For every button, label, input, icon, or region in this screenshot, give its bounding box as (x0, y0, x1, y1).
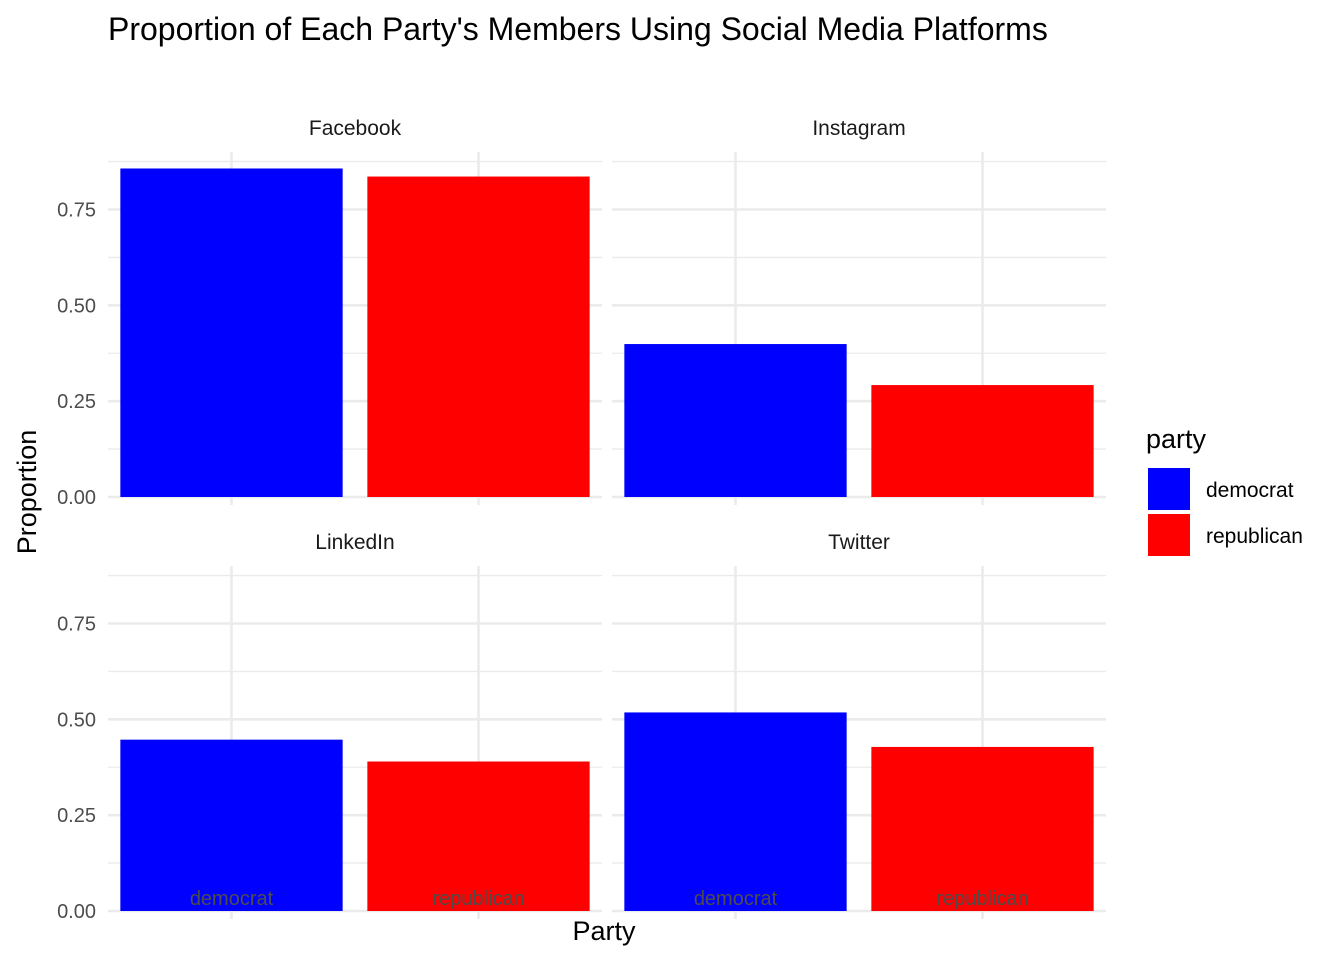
legend: party democrat republican (1146, 424, 1303, 556)
bar-instagram-democrat (624, 344, 847, 497)
legend-key-democrat (1148, 468, 1190, 510)
legend-key-republican (1148, 514, 1190, 556)
bar-twitter-republican (871, 746, 1094, 911)
x-tick-label: republican (936, 888, 1028, 910)
facet-panel-linkedin: LinkedIn 0.00 0.25 0.50 0.75 democrat republic… (57, 531, 602, 923)
facet-panels: Facebook 0.00 0.25 0.50 0.75 Instagram LinkedI… (57, 117, 1106, 923)
bar-facebook-democrat (120, 168, 343, 497)
legend-title: party (1146, 424, 1207, 454)
y-tick-label: 0.25 (57, 391, 96, 413)
legend-label-republican: republican (1206, 525, 1303, 548)
y-tick-label: 0.75 (57, 200, 96, 222)
y-tick-label: 0.00 (57, 901, 96, 923)
x-tick-label: republican (432, 888, 524, 910)
x-axis-title: Party (572, 916, 636, 946)
y-tick-label: 0.75 (57, 614, 96, 636)
y-tick-label: 0.00 (57, 487, 96, 509)
facet-label: Twitter (828, 531, 890, 554)
bar-linkedin-republican (367, 761, 590, 911)
facet-panel-facebook: Facebook 0.00 0.25 0.50 0.75 (57, 117, 602, 509)
bar-instagram-republican (871, 385, 1094, 497)
facet-panel-twitter: Twitter democrat republican (612, 531, 1106, 919)
y-axis-title: Proportion (12, 430, 42, 555)
bar-twitter-democrat (624, 712, 847, 911)
y-tick-label: 0.50 (57, 709, 96, 731)
chart-title: Proportion of Each Party's Members Using… (108, 11, 1048, 47)
facet-label: Instagram (812, 117, 905, 140)
legend-label-democrat: democrat (1206, 479, 1294, 502)
facet-panel-instagram: Instagram (612, 117, 1106, 505)
y-tick-label: 0.50 (57, 295, 96, 317)
bar-facebook-republican (367, 176, 590, 498)
bar-linkedin-democrat (120, 739, 343, 911)
x-tick-label: democrat (190, 888, 274, 910)
x-tick-label: democrat (694, 888, 778, 910)
facet-label: LinkedIn (315, 531, 394, 554)
facet-label: Facebook (309, 117, 402, 140)
y-tick-label: 0.25 (57, 805, 96, 827)
